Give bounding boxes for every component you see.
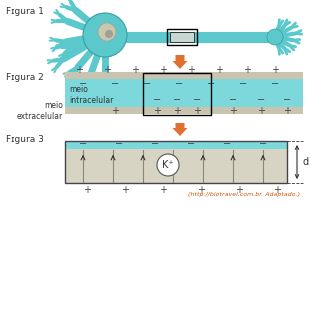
Bar <box>170 32 194 42</box>
Text: −: − <box>207 79 215 89</box>
Text: −: − <box>115 139 123 149</box>
Bar <box>65 149 287 183</box>
Text: +: + <box>235 185 243 195</box>
Text: −: − <box>153 95 161 105</box>
Text: +: + <box>193 106 201 116</box>
Circle shape <box>98 23 116 41</box>
Text: −: − <box>271 79 279 89</box>
Text: +: + <box>83 185 91 195</box>
Text: −: − <box>79 139 87 149</box>
Text: meio
extracelular: meio extracelular <box>17 101 63 121</box>
Text: +: + <box>103 65 111 75</box>
Text: +: + <box>153 106 161 116</box>
Bar <box>167 29 197 45</box>
Text: −: − <box>187 139 195 149</box>
Text: +: + <box>271 65 279 75</box>
Bar <box>143 73 211 115</box>
Text: −: − <box>223 139 231 149</box>
Text: +: + <box>111 106 119 116</box>
Text: +: + <box>197 185 205 195</box>
Text: +: + <box>283 106 291 116</box>
Text: −: − <box>239 79 247 89</box>
Text: −: − <box>143 79 151 89</box>
Text: meio
intracelular: meio intracelular <box>69 85 114 105</box>
Circle shape <box>83 13 127 57</box>
Text: +: + <box>273 185 281 195</box>
Text: +: + <box>121 185 129 195</box>
Text: −: − <box>257 95 265 105</box>
Text: +: + <box>159 65 167 75</box>
Circle shape <box>105 30 113 38</box>
Text: Fɪgura 2: Fɪgura 2 <box>6 73 44 82</box>
Text: −: − <box>229 95 237 105</box>
Text: Fɪgura 1: Fɪgura 1 <box>6 7 44 16</box>
Text: −: − <box>79 79 87 89</box>
Text: (http://biotravel.com.br. Adaptado.): (http://biotravel.com.br. Adaptado.) <box>188 192 300 197</box>
Text: −: − <box>173 95 181 105</box>
FancyArrow shape <box>173 123 188 136</box>
Text: −: − <box>283 95 291 105</box>
Text: −: − <box>175 79 183 89</box>
Text: +: + <box>173 106 181 116</box>
Text: +: + <box>159 185 167 195</box>
Text: +: + <box>215 65 223 75</box>
Bar <box>65 79 303 107</box>
Text: +: + <box>229 106 237 116</box>
Circle shape <box>157 154 179 176</box>
Text: −: − <box>193 95 201 105</box>
Text: K⁺: K⁺ <box>162 160 174 170</box>
Text: +: + <box>187 65 195 75</box>
Text: +: + <box>131 65 139 75</box>
Text: −: − <box>151 139 159 149</box>
Bar <box>65 72 303 79</box>
Text: −: − <box>259 139 267 149</box>
Text: +: + <box>257 106 265 116</box>
Text: Fɪgura 3: Fɪgura 3 <box>6 135 44 144</box>
Text: +: + <box>75 65 83 75</box>
Bar <box>65 141 287 149</box>
Text: d: d <box>303 157 309 167</box>
Bar <box>65 107 303 114</box>
FancyArrow shape <box>173 55 188 69</box>
Text: +: + <box>243 65 251 75</box>
Circle shape <box>267 29 283 45</box>
Text: −: − <box>111 79 119 89</box>
Bar <box>65 141 287 183</box>
